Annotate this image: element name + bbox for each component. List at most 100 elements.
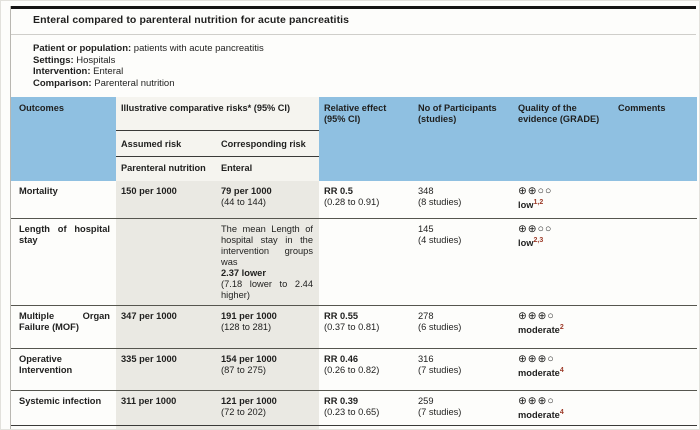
header-risk-subrow: Assumed risk Corresponding risk — [116, 131, 319, 157]
summary-of-findings-table: Outcomes Illustrative comparative risks*… — [11, 97, 697, 429]
comments-cell — [613, 306, 697, 348]
grade-cell: ⊕⊕⊕○ moderate4 — [513, 349, 613, 390]
table-row: Multiple Organ Failure (MOF) 347 per 1000… — [11, 306, 697, 349]
grade-cell: ⊕⊕○○ low1,2 — [513, 181, 613, 218]
meta-label: Settings: — [33, 54, 74, 66]
header-assumed-risk: Assumed risk — [121, 139, 182, 149]
outcome-cell: Length of hospital stay — [19, 224, 110, 245]
corresponding-risk-cell: 154 per 1000 (87 to 275) — [216, 349, 319, 390]
participants-studies: (4 studies) — [418, 235, 462, 245]
header-parenteral-nutrition: Parenteral nutrition — [121, 163, 206, 173]
table-row: Systemic infection 311 per 1000 121 per 10… — [11, 391, 697, 427]
grade-label: low1,2 — [518, 199, 544, 211]
corresponding-risk-ci: (72 to 202) — [221, 407, 266, 417]
header-outcomes: Outcomes — [11, 97, 116, 181]
assumed-risk-cell: 335 per 1000 — [116, 349, 216, 390]
grade-footnote-refs: 4 — [559, 367, 564, 374]
participants-cell: 259 (7 studies) — [413, 391, 513, 425]
outcome-cell: Multiple Organ Failure (MOF) — [19, 311, 110, 332]
relative-effect-cell: RR 0.46 (0.26 to 0.82) — [319, 349, 413, 390]
title-divider — [11, 34, 696, 35]
participants-count: 278 — [418, 311, 434, 321]
relative-effect-cell: RR 0.5 (0.28 to 0.91) — [319, 181, 413, 218]
grade-label: low2,3 — [518, 237, 544, 249]
table-body: Mortality 150 per 1000 79 per 1000 (44 to 1… — [11, 181, 697, 427]
grade-footnote-refs: 4 — [559, 409, 564, 416]
meta-label: Comparison: — [33, 77, 92, 89]
corresponding-risk-value: 191 per 1000 — [221, 311, 277, 321]
meta-label: Intervention: — [33, 66, 91, 77]
table-row: Operative Intervention 335 per 1000 154 pe… — [11, 349, 697, 391]
corresponding-risk-cell: 191 per 1000 (128 to 281) — [216, 306, 319, 348]
corresponding-risk-value: 121 per 1000 — [221, 396, 277, 406]
grade-symbols: ⊕⊕○○ — [518, 185, 553, 197]
corresponding-risk-cell: 121 per 1000 (72 to 202) — [216, 391, 319, 426]
meta-line: Patient or population: patients with acu… — [33, 43, 264, 54]
table-row: Length of hospital stay The mean Length o… — [11, 219, 697, 306]
participants-count: 259 — [418, 396, 434, 406]
assumed-risk-value: 150 per 1000 — [121, 186, 177, 196]
top-rule — [11, 6, 696, 9]
participants-studies: (8 studies) — [418, 197, 462, 207]
column-shade-tail — [116, 426, 319, 429]
participants-studies: (7 studies) — [418, 407, 462, 417]
corresponding-risk-ci: (128 to 281) — [221, 322, 272, 332]
participants-cell: 145 (4 studies) — [413, 219, 513, 305]
grade-symbols: ⊕⊕⊕○ — [518, 395, 555, 407]
relative-effect-value: RR 0.46 — [324, 354, 359, 364]
meta-line: Settings: Hospitals — [33, 54, 116, 66]
assumed-risk-cell: 150 per 1000 — [116, 181, 216, 218]
population-details: Patient or population: patients with acu… — [33, 43, 264, 89]
narrative-text: The mean Length of hospital stay in the … — [221, 224, 313, 267]
meta-line: Intervention: Enteral — [33, 66, 124, 77]
relative-effect-cell: RR 0.55 (0.37 to 0.81) — [319, 306, 413, 348]
relative-effect-ci: (0.37 to 0.81) — [324, 322, 380, 332]
meta-line: Comparison: Parenteral nutrition — [33, 77, 175, 89]
grade-label: moderate4 — [518, 367, 564, 379]
relative-effect-value: RR 0.5 — [324, 186, 353, 196]
relative-effect-ci: (0.26 to 0.82) — [324, 365, 380, 375]
header-group-subrow: Parenteral nutrition Enteral — [116, 157, 319, 181]
relative-effect-cell — [319, 219, 413, 305]
grade-label: moderate2 — [518, 324, 564, 336]
grade-footnote-refs: 2 — [559, 324, 564, 331]
participants-cell: 348 (8 studies) — [413, 181, 513, 218]
table-row: Mortality 150 per 1000 79 per 1000 (44 to 1… — [11, 181, 697, 219]
grade-symbols: ⊕⊕⊕○ — [518, 353, 555, 365]
relative-effect-ci: (0.23 to 0.65) — [324, 407, 380, 417]
table-header: Outcomes Illustrative comparative risks*… — [11, 97, 697, 181]
assumed-risk-cell — [116, 219, 216, 305]
corresponding-risk-cell: 79 per 1000 (44 to 144) — [216, 181, 319, 218]
meta-label: Patient or population: — [33, 43, 132, 54]
assumed-risk-cell: 311 per 1000 — [116, 391, 216, 426]
grade-cell: ⊕⊕⊕○ moderate2 — [513, 306, 613, 348]
participants-count: 316 — [418, 354, 434, 364]
page-left-border — [10, 6, 11, 429]
relative-effect-value: RR 0.39 — [324, 396, 359, 406]
header-illustrative-block: Illustrative comparative risks* (95% CI)… — [116, 97, 319, 181]
header-participants: No of Participants (studies) — [413, 97, 513, 181]
grade-symbols: ⊕⊕⊕○ — [518, 310, 555, 322]
outcome-cell: Systemic infection — [19, 396, 102, 406]
assumed-risk-cell: 347 per 1000 — [116, 306, 216, 348]
grade-footnote-refs: 2,3 — [533, 237, 544, 244]
header-enteral: Enteral — [221, 163, 253, 173]
relative-effect-cell: RR 0.39 (0.23 to 0.65) — [319, 391, 413, 425]
assumed-risk-value: 335 per 1000 — [121, 354, 177, 364]
participants-count: 348 — [418, 186, 434, 196]
corresponding-risk-ci: (44 to 144) — [221, 197, 266, 207]
comments-cell — [613, 219, 697, 305]
grade-cell: ⊕⊕○○ low2,3 — [513, 219, 613, 305]
table-title: Enteral compared to parenteral nutrition… — [33, 14, 350, 26]
grade-symbols: ⊕⊕○○ — [518, 223, 553, 235]
corresponding-risk-cell: The mean Length of hospital stay in the … — [216, 219, 319, 305]
assumed-risk-value: 347 per 1000 — [121, 311, 177, 321]
outcome-cell: Mortality — [19, 186, 58, 196]
comments-cell — [613, 391, 697, 425]
corresponding-risk-value: 154 per 1000 — [221, 354, 277, 364]
header-quality-grade: Quality of the evidence (GRADE) — [513, 97, 613, 181]
relative-effect-ci: (0.28 to 0.91) — [324, 197, 380, 207]
assumed-risk-value: 311 per 1000 — [121, 396, 177, 406]
comments-cell — [613, 181, 697, 218]
